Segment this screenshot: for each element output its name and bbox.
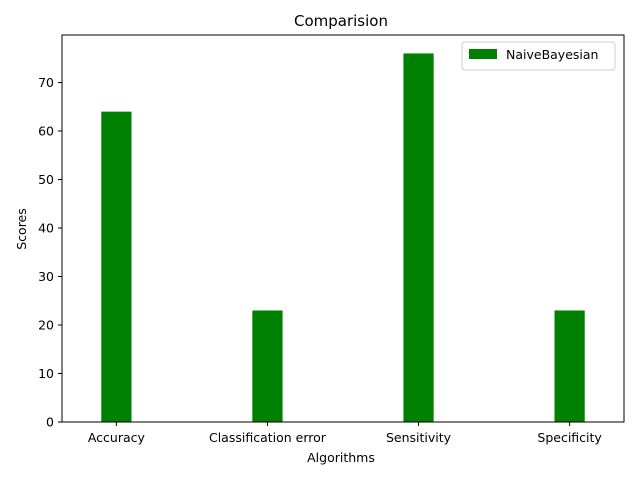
bar-classification-error (252, 310, 283, 422)
bar-accuracy (101, 111, 132, 423)
bar-specificity (554, 310, 585, 422)
y-tick-label: 20 (38, 318, 54, 333)
legend-box (461, 41, 616, 71)
bars-group (101, 53, 585, 423)
plot-area: 0 10 20 30 40 50 60 70 Accuracy Classification e… (38, 34, 625, 445)
y-axis-label: Scores (14, 208, 29, 250)
plot-frame (61, 34, 625, 423)
bar-sensitivity (403, 53, 434, 423)
x-tick-label: Accuracy (88, 430, 146, 445)
y-tick-label: 50 (38, 172, 54, 187)
y-axis-ticks: 0 10 20 30 40 50 60 70 (38, 75, 62, 430)
legend-swatch (469, 49, 497, 59)
y-tick-label: 0 (46, 415, 54, 430)
y-tick-label: 10 (38, 366, 54, 381)
x-tick-label: Specificity (537, 430, 602, 445)
y-tick-label: 60 (38, 124, 54, 139)
legend: NaiveBayesian (461, 41, 616, 71)
x-axis-ticks: Accuracy Classification error Sensitivity S… (88, 422, 602, 445)
legend-label: NaiveBayesian (506, 47, 598, 62)
x-axis-label: Algorithms (307, 450, 375, 465)
y-tick-label: 70 (38, 75, 54, 90)
x-tick-label: Classification error (209, 430, 327, 445)
y-tick-label: 30 (38, 269, 54, 284)
y-tick-label: 40 (38, 221, 54, 236)
x-tick-label: Sensitivity (386, 430, 452, 445)
chart-title: Comparision (294, 12, 388, 30)
